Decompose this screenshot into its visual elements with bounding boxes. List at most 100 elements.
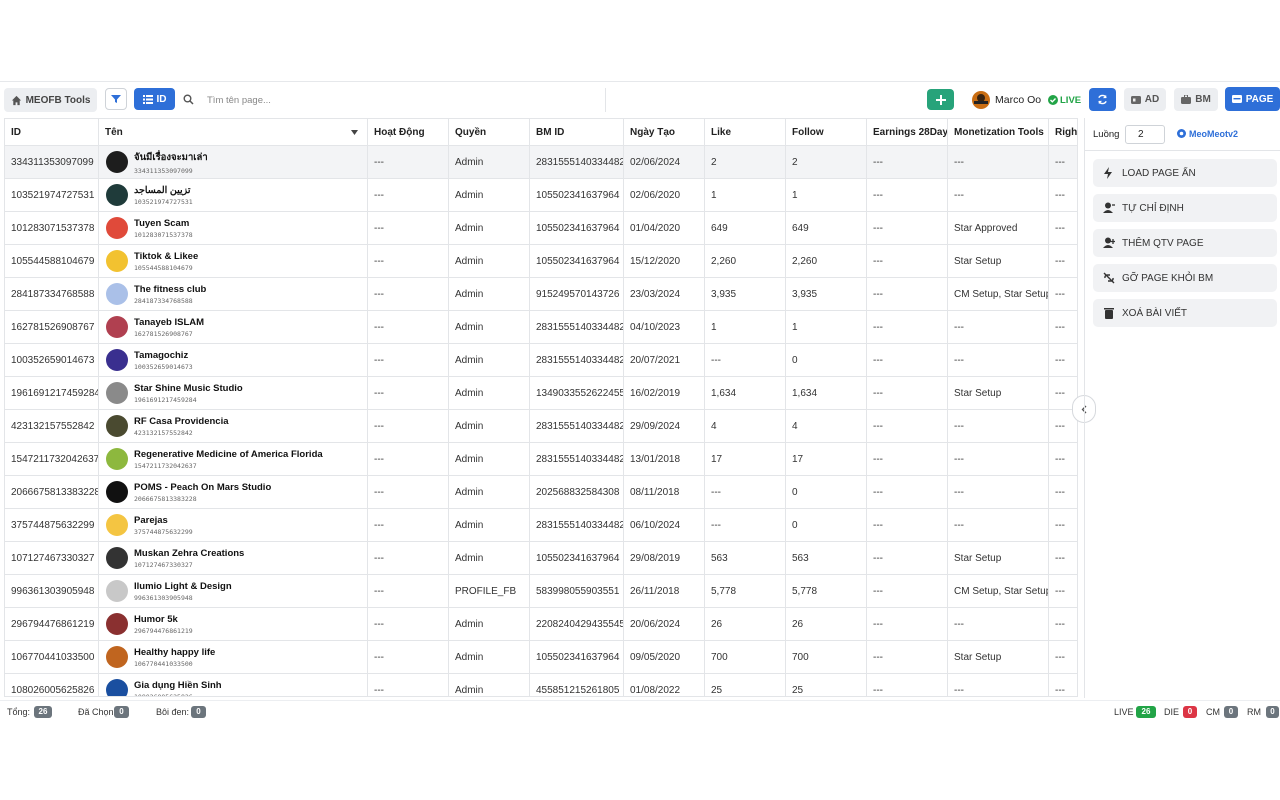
cell-text: 105502341637964 xyxy=(536,652,619,663)
page-name-block: Tiktok & Likee105544588104679 xyxy=(134,251,198,272)
side-action-button[interactable]: LOAD PAGE ẨN xyxy=(1093,159,1277,187)
page-tab[interactable]: PAGE xyxy=(1225,87,1280,111)
table-cell: --- xyxy=(867,146,948,179)
table-cell: --- xyxy=(948,146,1049,179)
filter-button[interactable] xyxy=(105,88,127,110)
page-name-cell: تزيين المساجد103521974727531 xyxy=(99,179,368,212)
threads-input[interactable]: 2 xyxy=(1125,125,1165,144)
cell-text: 563 xyxy=(711,553,728,564)
page-sub-id: 2066675813383228 xyxy=(134,495,271,503)
column-header[interactable]: Monetization Tools xyxy=(948,119,1049,146)
column-header[interactable]: Earnings 28Day xyxy=(867,119,948,146)
ad-tab-label: AD xyxy=(1145,94,1159,105)
table-cell: --- xyxy=(368,542,449,575)
live-icon xyxy=(1048,95,1058,105)
table-cell: --- xyxy=(867,674,948,697)
page-id: 162781526908767 xyxy=(11,322,94,333)
column-header[interactable]: Ngày Tạo xyxy=(624,119,705,146)
table-cell: 5,778 xyxy=(786,575,867,608)
table-cell: 2 xyxy=(786,146,867,179)
ad-tab[interactable]: AD xyxy=(1124,88,1166,111)
side-action-button[interactable]: XOÁ BÀI VIẾT xyxy=(1093,299,1277,327)
table-cell: 1 xyxy=(786,179,867,212)
page-name-block: Humor 5k296794476861219 xyxy=(134,614,193,635)
page-name-block: Regenerative Medicine of America Florida… xyxy=(134,449,323,470)
cell-text: --- xyxy=(1055,157,1065,168)
cell-text: --- xyxy=(374,454,384,465)
cell-text: Admin xyxy=(455,652,483,663)
id-button[interactable]: ID xyxy=(134,88,175,110)
table-cell: Admin xyxy=(449,212,530,245)
column-header[interactable]: Hoạt Động xyxy=(368,119,449,146)
table-cell: --- xyxy=(368,443,449,476)
page-sub-id: 108026005625826 xyxy=(134,693,222,698)
column-header-label: Monetization Tools xyxy=(954,127,1044,138)
cell-text: 700 xyxy=(711,652,728,663)
cell-text: --- xyxy=(1055,421,1065,432)
profile-icon xyxy=(1177,129,1186,138)
table-cell: 1547211732042637 xyxy=(5,443,99,476)
cell-text: 26 xyxy=(711,619,722,630)
side-action-button[interactable]: GỠ PAGE KHỎI BM xyxy=(1093,264,1277,292)
table-cell: --- xyxy=(867,608,948,641)
table-cell: Star Setup xyxy=(948,377,1049,410)
column-header[interactable]: Like xyxy=(705,119,786,146)
search-input[interactable]: Tìm tên page... xyxy=(200,88,606,112)
column-header[interactable]: Tên xyxy=(99,119,368,146)
page-name-cell: Tamagochiz100352659014673 xyxy=(99,344,368,377)
table-cell: 06/10/2024 xyxy=(624,509,705,542)
column-header[interactable]: Quyền xyxy=(449,119,530,146)
cell-text: --- xyxy=(1055,223,1065,234)
cell-text: --- xyxy=(374,355,384,366)
cell-text: 2 xyxy=(792,157,798,168)
page-name: Ilumio Light & Design xyxy=(134,581,232,592)
cell-text: --- xyxy=(954,454,964,465)
table-cell: --- xyxy=(948,311,1049,344)
selected-badge: 0 xyxy=(114,706,129,718)
column-header-label: BM ID xyxy=(536,127,564,138)
cell-text: --- xyxy=(873,322,883,333)
page-name-block: POMS - Peach On Mars Studio2066675813383… xyxy=(134,482,271,503)
cell-text: 3,935 xyxy=(711,289,736,300)
cell-text: --- xyxy=(1055,520,1065,531)
cell-text: --- xyxy=(873,421,883,432)
page-sub-id: 1547211732042637 xyxy=(134,462,323,470)
table-cell: 2,260 xyxy=(786,245,867,278)
column-header[interactable]: ID xyxy=(5,119,99,146)
cell-text: --- xyxy=(873,289,883,300)
cell-text: 5,778 xyxy=(792,586,817,597)
column-header-label: Tên xyxy=(105,127,123,138)
column-header-label: Quyền xyxy=(455,127,486,138)
table-cell: 563 xyxy=(705,542,786,575)
column-header[interactable]: BM ID xyxy=(530,119,624,146)
page-name-cell: Healthy happy life106770441033500 xyxy=(99,641,368,674)
table-cell: --- xyxy=(368,410,449,443)
brand-button[interactable]: MEOFB Tools xyxy=(4,88,97,112)
cell-text: --- xyxy=(374,289,384,300)
table-cell: --- xyxy=(368,278,449,311)
cell-text: 0 xyxy=(792,355,798,366)
page-name: Tanayeb ISLAM xyxy=(134,317,204,328)
side-action-button[interactable]: THÊM QTV PAGE xyxy=(1093,229,1277,257)
user-status: LIVE xyxy=(1060,95,1081,106)
cell-text: PROFILE_FB xyxy=(455,586,516,597)
cell-text: --- xyxy=(873,454,883,465)
cell-text: Admin xyxy=(455,487,483,498)
side-action-button[interactable]: TỰ CHỈ ĐỊNH xyxy=(1093,194,1277,222)
bm-tab[interactable]: BM xyxy=(1174,88,1218,111)
page-id: 105544588104679 xyxy=(11,256,94,267)
page-tab-label: PAGE xyxy=(1246,94,1274,105)
cell-text: 1,634 xyxy=(711,388,736,399)
column-header[interactable]: Right xyxy=(1049,119,1078,146)
cell-text: --- xyxy=(374,553,384,564)
table-cell: Star Approved xyxy=(948,212,1049,245)
page-sub-id: 296794476861219 xyxy=(134,627,193,635)
table-cell: 01/04/2020 xyxy=(624,212,705,245)
column-header[interactable]: Follow xyxy=(786,119,867,146)
cell-text: --- xyxy=(873,487,883,498)
cell-text: --- xyxy=(374,223,384,234)
table-cell: --- xyxy=(368,245,449,278)
refresh-button[interactable] xyxy=(1089,88,1116,111)
page-sub-id: 101283071537378 xyxy=(134,231,193,239)
add-button[interactable] xyxy=(927,89,954,110)
